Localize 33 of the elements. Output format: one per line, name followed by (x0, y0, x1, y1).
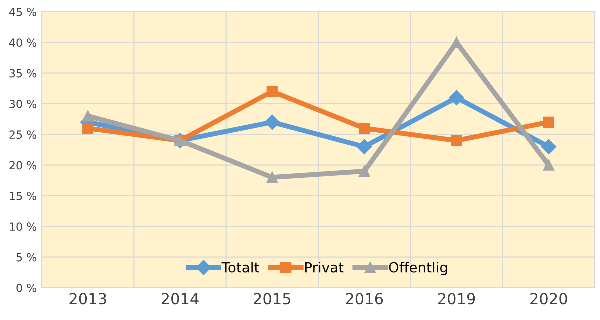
point (451, 135, 462, 146)
y-tick-label: 10 % (10, 222, 37, 232)
point (541, 139, 556, 155)
x-tick-label: 2013 (70, 293, 106, 305)
y-tick-label: 5 % (16, 253, 37, 262)
legend-label: Privat (306, 262, 344, 273)
point (357, 139, 372, 155)
y-tick-label: 40 % (9, 38, 37, 48)
y-tick-label: 30 % (10, 100, 37, 108)
x-tick-label: 2015 (254, 293, 291, 305)
point (82, 122, 94, 134)
point (264, 114, 280, 130)
y-tick-label: 20 % (10, 161, 37, 170)
point (543, 116, 554, 128)
y-tick-label: 0 % (16, 284, 37, 292)
point (449, 90, 464, 106)
y-tick-label: 45 % (9, 8, 37, 16)
y-tick-label: 35 % (10, 69, 37, 78)
point (82, 110, 94, 122)
legend-label: Totalt (222, 262, 260, 273)
point (451, 37, 462, 48)
x-tick-label: 2020 (530, 293, 568, 305)
y-tick-label: 25 % (10, 130, 37, 140)
x-tick-label: 2019 (438, 293, 476, 305)
point (359, 166, 370, 178)
x-tick-label: 2016 (346, 293, 384, 305)
x-tick-label: 2014 (162, 293, 199, 305)
point (359, 122, 370, 134)
point (543, 160, 554, 171)
point (266, 172, 278, 184)
point (266, 86, 278, 98)
y-tick-label: 15 % (10, 192, 37, 200)
legend-label: Offentlig (389, 262, 448, 276)
